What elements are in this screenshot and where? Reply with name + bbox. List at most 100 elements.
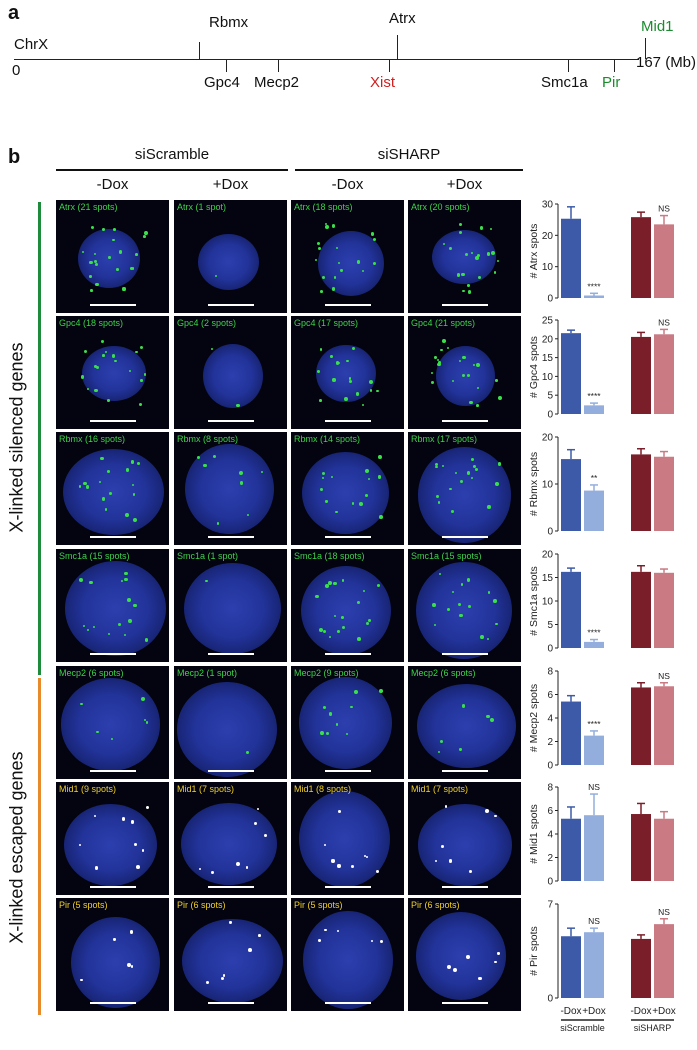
bar	[561, 333, 581, 414]
fish-spot	[357, 260, 361, 264]
fish-spot	[332, 378, 336, 382]
gene-label-rbmx: Rbmx	[209, 14, 249, 31]
nucleus	[303, 911, 394, 1009]
fish-spot	[372, 262, 376, 266]
fish-spot	[365, 621, 370, 625]
fish-spot	[89, 274, 92, 278]
microscopy-image: Pir (5 spots)	[56, 898, 169, 1011]
nucleus	[298, 677, 392, 770]
y-tick-label: 10	[542, 480, 554, 491]
fish-spot	[446, 608, 450, 612]
fish-spot	[93, 253, 97, 256]
fish-spot	[322, 276, 326, 280]
fish-spot	[236, 862, 240, 867]
significance-label: ****	[587, 628, 601, 638]
fish-spot	[451, 380, 454, 383]
bar	[584, 490, 604, 531]
fish-spot	[436, 362, 441, 367]
fish-spot	[435, 463, 439, 467]
image-label: Gpc4 (18 spots)	[59, 318, 124, 328]
fish-spot	[96, 730, 99, 734]
fish-spot	[462, 289, 465, 293]
significance-label: NS	[658, 907, 670, 917]
fish-spot	[355, 392, 360, 396]
fish-spot	[447, 346, 450, 349]
scale-bar	[207, 1002, 254, 1004]
fish-spot	[100, 456, 104, 460]
bar	[561, 459, 581, 531]
fish-spot	[94, 259, 98, 263]
fish-spot	[434, 356, 438, 359]
scale-bar	[207, 304, 254, 306]
y-tick-label: 20	[542, 550, 554, 561]
fish-spot	[82, 624, 86, 628]
fish-spot	[354, 690, 358, 695]
nucleus	[300, 565, 391, 655]
gene-tick-gpc4	[226, 59, 227, 72]
fish-spot	[441, 338, 446, 343]
bar	[631, 938, 651, 998]
fish-spot	[441, 845, 445, 849]
fish-spot	[452, 968, 457, 973]
fish-spot	[315, 594, 319, 599]
image-label: Gpc4 (21 spots)	[411, 318, 476, 328]
fish-spot	[487, 505, 491, 509]
nucleus	[417, 804, 513, 886]
image-label: Atrx (20 spots)	[411, 202, 470, 212]
microscopy-image: Pir (6 spots)	[174, 898, 287, 1011]
nucleus	[197, 234, 260, 291]
y-tick-label: 8	[547, 783, 553, 794]
bar	[654, 334, 674, 414]
fish-spot	[350, 705, 354, 709]
fish-spot	[458, 603, 462, 607]
fish-spot	[441, 464, 445, 468]
fish-spot	[449, 859, 453, 863]
fish-spot	[129, 930, 134, 935]
fish-spot	[83, 481, 87, 486]
fish-spot	[369, 388, 373, 392]
y-tick-label: 0	[547, 410, 553, 421]
nucleus	[418, 447, 512, 543]
fish-spot	[108, 256, 111, 259]
microscopy-image: Pir (6 spots)	[408, 898, 521, 1011]
fish-spot	[348, 377, 352, 380]
bar	[631, 454, 651, 531]
fish-spot	[145, 721, 149, 724]
fish-spot	[447, 964, 452, 969]
fish-spot	[494, 814, 497, 818]
fish-spot	[468, 869, 473, 874]
fish-spot	[260, 470, 264, 474]
fish-spot	[459, 613, 463, 618]
group-rule-sisharp	[295, 169, 523, 171]
y-tick-label: 4	[547, 714, 553, 725]
microscopy-image: Mecp2 (9 spots)	[291, 666, 404, 779]
fish-spot	[204, 579, 208, 583]
gene-label-xist: Xist	[370, 74, 396, 91]
microscopy-image: Rbmx (16 spots)	[56, 432, 169, 545]
scale-bar	[89, 304, 136, 306]
fish-spot	[498, 396, 502, 400]
fish-spot	[325, 225, 329, 229]
fish-spot	[476, 362, 480, 367]
fish-spot	[351, 502, 354, 505]
chromosome-start-label: 0	[12, 62, 21, 79]
column-header-scramble-plus-dox: +Dox	[212, 176, 249, 193]
fish-spot	[134, 843, 138, 847]
microscopy-image: Rbmx (8 spots)	[174, 432, 287, 545]
microscopy-image: Smc1a (15 spots)	[408, 549, 521, 662]
fish-spot	[202, 463, 207, 468]
fish-spot	[475, 256, 480, 261]
chromosome-label: ChrX	[14, 36, 49, 53]
significance-label: NS	[658, 317, 670, 327]
y-tick-label: 6	[547, 690, 553, 701]
fish-spot	[379, 515, 383, 519]
escaped-genes-label: X-linked escaped genes	[6, 751, 27, 944]
fish-spot	[110, 737, 114, 741]
scale-bar	[207, 420, 254, 422]
fish-spot	[448, 246, 453, 251]
fish-spot	[319, 627, 324, 632]
microscopy-image: Mid1 (8 spots)	[291, 782, 404, 895]
fish-spot	[331, 287, 336, 291]
y-tick-label: 8	[547, 667, 553, 678]
nucleus	[60, 678, 161, 771]
